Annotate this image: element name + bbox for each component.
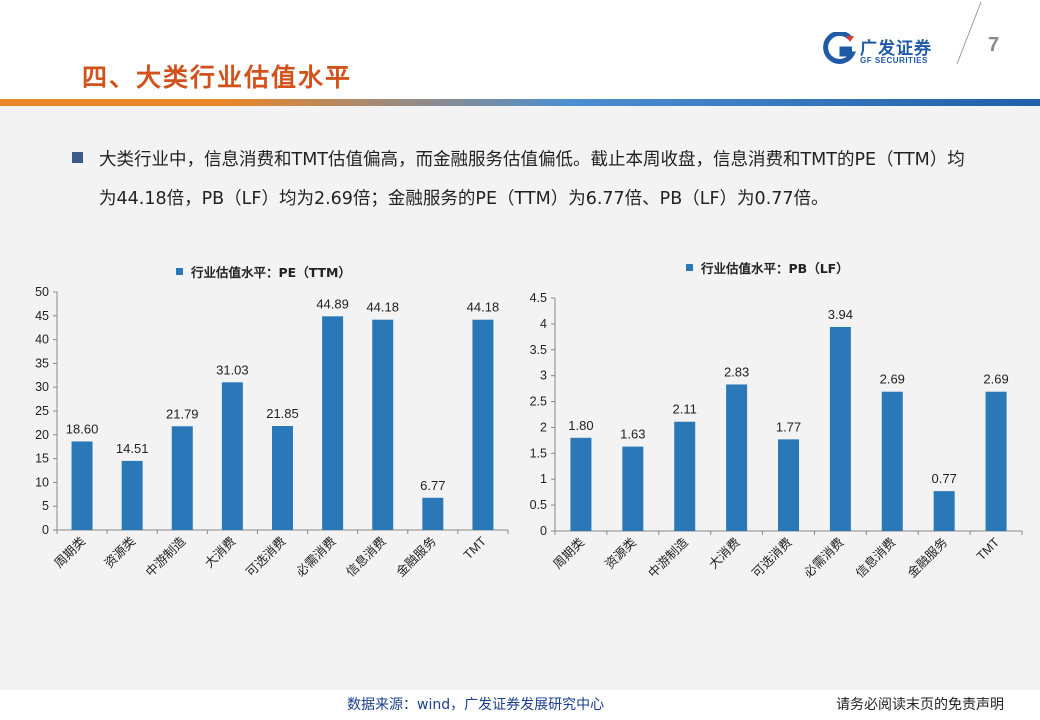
bullet-marker bbox=[72, 152, 83, 163]
data-label: 44.89 bbox=[316, 296, 349, 311]
data-label: 14.51 bbox=[116, 441, 149, 456]
data-label: 44.18 bbox=[467, 300, 500, 315]
data-label: 1.77 bbox=[776, 419, 801, 434]
category-label: 可选消费 bbox=[749, 535, 794, 580]
y-tick-label: 0 bbox=[540, 524, 547, 538]
data-label: 31.03 bbox=[216, 362, 249, 377]
y-tick-label: 45 bbox=[35, 309, 49, 323]
category-label: 金融服务 bbox=[904, 535, 950, 581]
bar bbox=[881, 391, 903, 531]
bar bbox=[272, 425, 293, 530]
y-tick-label: 30 bbox=[35, 380, 49, 394]
bar bbox=[121, 460, 143, 530]
category-label: 资源类 bbox=[603, 535, 640, 572]
category-label: 必需消费 bbox=[801, 535, 846, 580]
y-tick-label: 25 bbox=[35, 404, 49, 418]
y-tick-label: 4 bbox=[540, 317, 547, 331]
data-label: 6.77 bbox=[420, 478, 445, 493]
pe-bar-chart: 0 5 10 15 20 25 30 35 40 45 50 18.60 周期类 14.51 资源类 21.7… bbox=[35, 285, 509, 580]
logo-text-en: GF SECURITIES bbox=[860, 56, 928, 65]
y-tick-label: 3.5 bbox=[530, 343, 547, 357]
category-label: TMT bbox=[974, 535, 1002, 563]
bar bbox=[933, 491, 955, 531]
header: 四、大类行业估值水平 广发证券 GF SECURITIES 7 bbox=[0, 0, 1040, 106]
y-tick-label: 10 bbox=[35, 475, 49, 489]
data-label: 1.80 bbox=[568, 418, 593, 433]
header-divider bbox=[956, 1, 982, 65]
data-label: 0.77 bbox=[932, 471, 957, 486]
category-label: 中游制造 bbox=[645, 534, 691, 580]
data-label: 44.18 bbox=[366, 300, 399, 315]
bar bbox=[221, 382, 243, 530]
bar bbox=[674, 421, 696, 531]
data-label: 21.79 bbox=[166, 406, 199, 421]
category-label: 可选消费 bbox=[243, 534, 288, 579]
pb-chart-legend: 行业估值水平：PB（LF） bbox=[686, 258, 849, 277]
category-label: 周期类 bbox=[52, 534, 89, 571]
bar bbox=[171, 426, 193, 530]
bar bbox=[322, 316, 344, 530]
bar bbox=[422, 497, 444, 530]
content-area bbox=[0, 106, 1040, 690]
bar bbox=[829, 326, 851, 531]
y-tick-label: 50 bbox=[35, 285, 49, 299]
y-tick-label: 0.5 bbox=[530, 498, 547, 512]
footer-source: 数据来源：wind，广发证券发展研究中心 bbox=[347, 697, 605, 713]
category-label: 必需消费 bbox=[293, 534, 338, 579]
data-label: 21.85 bbox=[266, 406, 299, 421]
bar bbox=[622, 446, 644, 531]
y-tick-label: 2 bbox=[540, 420, 547, 434]
y-tick-label: 0 bbox=[42, 523, 49, 537]
bar bbox=[570, 437, 592, 531]
bar bbox=[985, 391, 1007, 531]
y-tick-label: 20 bbox=[35, 428, 49, 442]
bar bbox=[726, 384, 748, 531]
legend-swatch bbox=[686, 264, 693, 271]
category-label: 信息消费 bbox=[343, 534, 389, 580]
pe-chart-legend: 行业估值水平：PE（TTM） bbox=[176, 262, 351, 281]
category-label: 大消费 bbox=[706, 535, 742, 571]
category-label: TMT bbox=[461, 534, 489, 562]
pb-bar-chart: 0 0.5 1 1.5 2 2.5 3 3.5 4 4.5 1.80 周期类 1.63 资源类 2.11 中游… bbox=[530, 291, 1023, 581]
y-tick-label: 35 bbox=[35, 356, 49, 370]
category-label: 中游制造 bbox=[142, 533, 188, 579]
data-label: 2.83 bbox=[724, 364, 749, 379]
pb-legend-label: 行业估值水平：PB（LF） bbox=[701, 261, 849, 276]
y-tick-label: 2.5 bbox=[530, 395, 547, 409]
gf-logo-icon bbox=[823, 32, 856, 64]
bar bbox=[71, 441, 93, 530]
category-label: 周期类 bbox=[551, 535, 588, 572]
pe-legend-label: 行业估值水平：PE（TTM） bbox=[191, 265, 351, 280]
bar bbox=[472, 319, 494, 530]
data-label: 3.94 bbox=[828, 307, 853, 322]
gf-securities-logo: 广发证券 GF SECURITIES bbox=[822, 30, 952, 70]
y-tick-label: 4.5 bbox=[530, 291, 547, 305]
y-tick-label: 40 bbox=[35, 333, 49, 347]
category-label: 信息消费 bbox=[852, 535, 898, 581]
y-tick-label: 1 bbox=[540, 472, 547, 486]
data-label: 2.69 bbox=[880, 372, 905, 387]
bullet-text: 大类行业中，信息消费和TMT估值偏高，而金融服务估值偏低。截止本周收盘，信息消费… bbox=[99, 150, 965, 209]
page-title: 四、大类行业估值水平 bbox=[82, 63, 353, 92]
data-label: 2.11 bbox=[673, 402, 697, 417]
category-label: 大消费 bbox=[202, 534, 238, 570]
bar bbox=[778, 439, 799, 531]
legend-swatch bbox=[176, 268, 183, 275]
y-tick-label: 15 bbox=[35, 452, 49, 466]
page-number: 7 bbox=[988, 34, 1000, 56]
title-underline bbox=[0, 99, 1040, 106]
category-label: 金融服务 bbox=[393, 534, 439, 580]
bar bbox=[372, 319, 394, 530]
data-label: 1.63 bbox=[620, 427, 645, 442]
category-label: 资源类 bbox=[102, 534, 139, 571]
y-tick-label: 1.5 bbox=[530, 446, 547, 460]
data-label: 18.60 bbox=[66, 421, 99, 436]
y-tick-label: 3 bbox=[540, 369, 547, 383]
footer-disclaimer: 请务必阅读末页的免责声明 bbox=[836, 697, 1004, 713]
data-label: 2.69 bbox=[983, 372, 1008, 387]
y-tick-label: 5 bbox=[42, 499, 49, 513]
logo-text-cn: 广发证券 bbox=[860, 39, 932, 59]
